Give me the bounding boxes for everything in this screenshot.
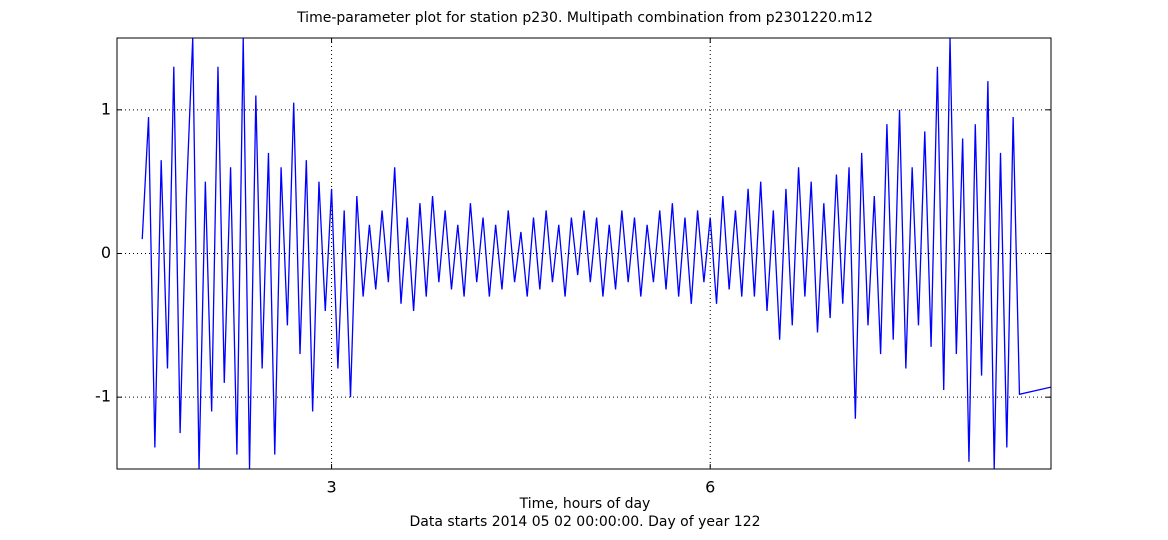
x-tick-label: 6 bbox=[705, 478, 715, 497]
x-axis-label: Time, hours of day bbox=[519, 496, 651, 512]
x-tick-label: 3 bbox=[326, 478, 336, 497]
plot-frame bbox=[116, 37, 1052, 470]
chart-title: Time-parameter plot for station p230. Mu… bbox=[296, 10, 873, 26]
y-tick-label: 1 bbox=[101, 99, 111, 118]
data-line bbox=[141, 38, 1051, 469]
x-axis-label: Data starts 2014 05 02 00:00:00. Day of … bbox=[409, 514, 760, 530]
y-tick-label: 0 bbox=[101, 243, 111, 262]
y-tick-label: -1 bbox=[95, 387, 111, 406]
